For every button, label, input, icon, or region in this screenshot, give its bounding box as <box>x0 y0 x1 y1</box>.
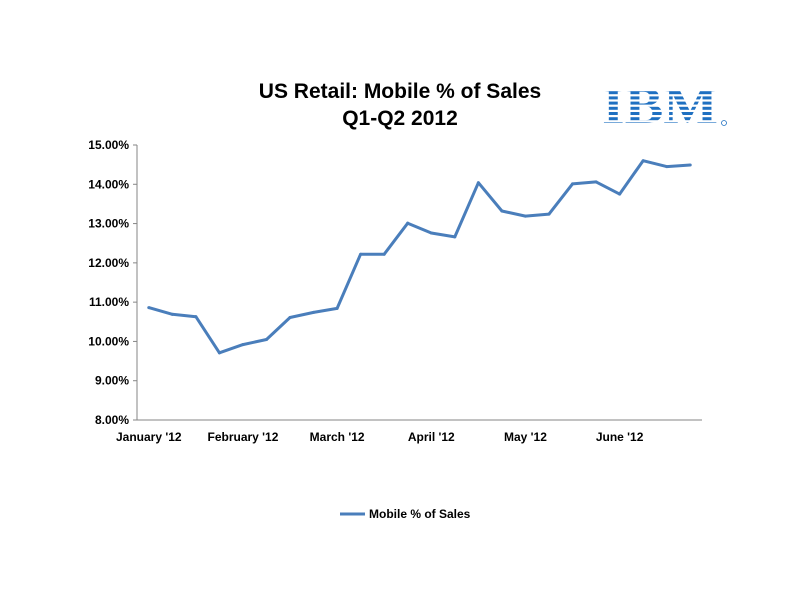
data-point <box>194 315 198 319</box>
x-tick-label: February '12 <box>207 430 278 444</box>
chart-title-line1: US Retail: Mobile % of Sales <box>258 80 542 103</box>
x-tick-label: May '12 <box>504 430 547 444</box>
data-point <box>264 337 268 341</box>
data-point <box>147 306 151 310</box>
data-point <box>170 312 174 316</box>
logo-stripe-gap <box>600 120 722 123</box>
y-tick-label: 12.00% <box>88 256 129 270</box>
y-tick-label: 9.00% <box>95 374 129 388</box>
data-point <box>641 159 645 163</box>
y-tick-label: 15.00% <box>88 138 129 152</box>
data-point <box>594 180 598 184</box>
data-point <box>500 209 504 213</box>
x-tick-label: January '12 <box>116 430 182 444</box>
data-point <box>382 252 386 256</box>
logo-stripe-gap <box>600 89 722 92</box>
data-point <box>288 315 292 319</box>
data-point <box>523 214 527 218</box>
data-point <box>217 351 221 355</box>
data-point <box>688 163 692 167</box>
legend: Mobile % of Sales <box>340 507 471 521</box>
data-point <box>406 221 410 225</box>
legend-label: Mobile % of Sales <box>369 507 471 521</box>
series-line-mobile-sales <box>148 159 691 355</box>
data-point <box>453 235 457 239</box>
data-point <box>665 165 669 169</box>
logo-stripe-gap <box>600 115 722 118</box>
logo-stripe-gap <box>600 109 722 112</box>
data-point <box>429 231 433 235</box>
ibm-logo: IBM <box>600 80 727 130</box>
x-tick-label: March '12 <box>310 430 365 444</box>
logo-stripe-gap <box>600 99 722 102</box>
y-tick-label: 14.00% <box>88 177 129 191</box>
data-point <box>241 343 245 347</box>
data-point <box>359 252 363 256</box>
data-point <box>476 181 480 185</box>
x-tick-label: June '12 <box>596 430 644 444</box>
y-tick-label: 8.00% <box>95 413 129 427</box>
data-point <box>618 192 622 196</box>
logo-stripe-gap <box>600 125 722 128</box>
x-tick-label: April '12 <box>408 430 455 444</box>
y-tick-label: 13.00% <box>88 217 129 231</box>
y-tick-label: 11.00% <box>89 295 129 309</box>
data-point <box>571 182 575 186</box>
data-point <box>547 212 551 216</box>
logo-stripe-gap <box>600 94 722 97</box>
chart-title-line2: Q1-Q2 2012 <box>342 107 458 130</box>
y-tick-label: 10.00% <box>88 334 129 348</box>
logo-stripe-gap <box>600 104 722 107</box>
data-point <box>312 310 316 314</box>
data-point <box>335 306 339 310</box>
